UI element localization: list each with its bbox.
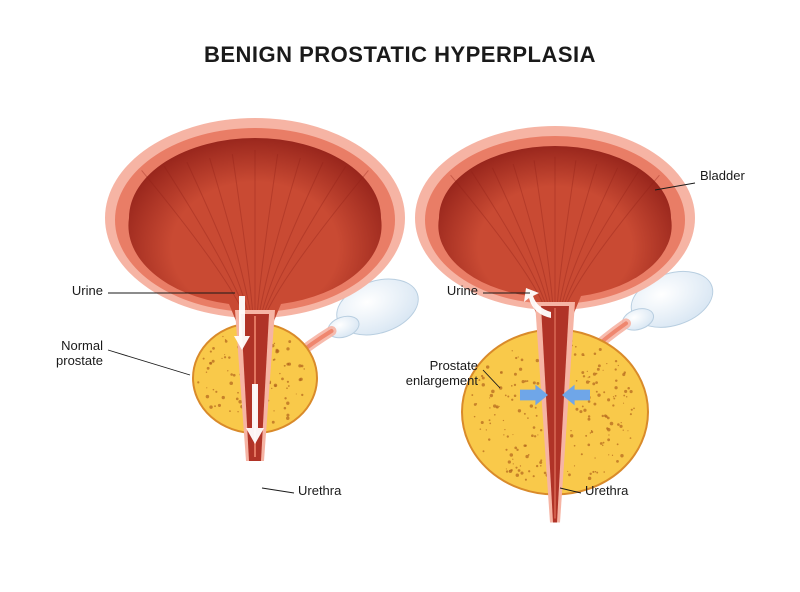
label-prostate-enlargement: Prostate enlargement [406,359,478,389]
label-urethra-left: Urethra [298,484,341,499]
diagram-stage: BENIGN PROSTATIC HYPERPLASIA Bladder Uri… [0,0,800,592]
label-urine-left: Urine [72,284,103,299]
panel-left [105,118,425,461]
label-bladder: Bladder [700,169,745,184]
label-normal-prostate: Normal prostate [56,339,103,369]
leader-line [108,350,190,375]
label-urine-right: Urine [447,284,478,299]
label-urethra-right: Urethra [585,484,628,499]
panel-right [415,126,720,523]
leader-line [262,488,294,493]
diagram-svg [0,0,800,592]
